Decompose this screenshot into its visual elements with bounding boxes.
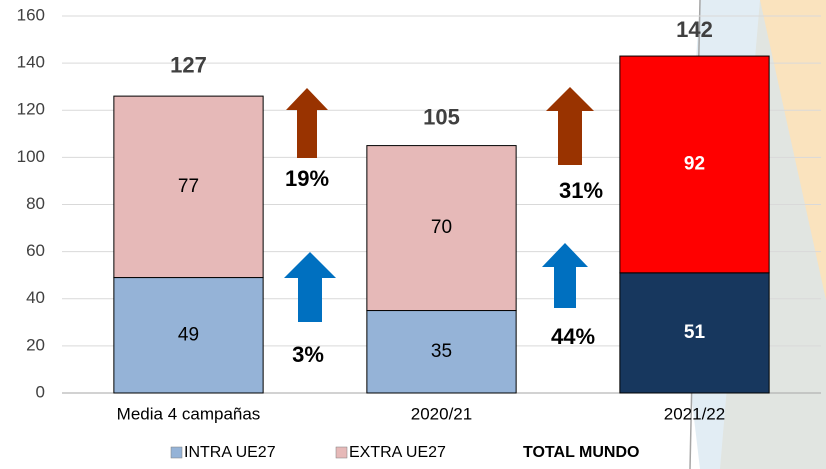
- y-tick-label: 20: [26, 335, 45, 354]
- bar-segment: [113, 95, 264, 279]
- y-tick-label: 100: [17, 147, 45, 166]
- y-tick-label: 140: [17, 53, 45, 72]
- legend-label: EXTRA UE27: [349, 444, 446, 461]
- arrow-up: [286, 88, 328, 158]
- arrow-up: [542, 243, 588, 308]
- data-label: 92: [684, 153, 705, 174]
- y-tick-label: 80: [26, 194, 45, 213]
- total-label: 105: [423, 104, 460, 129]
- bar-segment: [113, 277, 264, 394]
- x-tick-label: 2021/22: [664, 404, 725, 423]
- y-tick-label: 0: [36, 382, 45, 401]
- data-label: 49: [178, 324, 199, 345]
- data-label: 51: [684, 322, 706, 343]
- legend: INTRA UE27 EXTRA UE27 TOTAL MUNDO: [170, 444, 639, 461]
- annotation: 31%: [559, 178, 603, 203]
- annotation: 19%: [285, 166, 329, 191]
- data-label: 77: [178, 176, 199, 197]
- y-tick-label: 60: [26, 241, 45, 260]
- total-label: 142: [676, 17, 713, 42]
- total-label: 127: [170, 53, 207, 78]
- bar-segment: [619, 272, 770, 394]
- arrow-up: [284, 252, 336, 322]
- y-tick-label: 40: [26, 288, 45, 307]
- data-label: 35: [431, 341, 452, 362]
- legend-label: INTRA UE27: [184, 444, 276, 461]
- arrow-up: [546, 87, 594, 165]
- annotation: 3%: [292, 342, 324, 367]
- bars: Media 4 campañas 49 77 127 2020/21 35 70 105 202…: [113, 17, 770, 423]
- legend-swatch: [335, 446, 348, 459]
- data-label: 70: [431, 217, 452, 238]
- bar-segment: [619, 55, 770, 274]
- annotation: 44%: [551, 324, 595, 349]
- bar-segment: [366, 145, 517, 312]
- legend-swatch: [170, 446, 183, 459]
- x-tick-label: 2020/21: [411, 404, 472, 423]
- y-tick-label: 120: [17, 100, 45, 119]
- legend-label: TOTAL MUNDO: [523, 444, 639, 461]
- x-tick-label: Media 4 campañas: [117, 404, 261, 423]
- y-tick-label: 160: [17, 5, 45, 24]
